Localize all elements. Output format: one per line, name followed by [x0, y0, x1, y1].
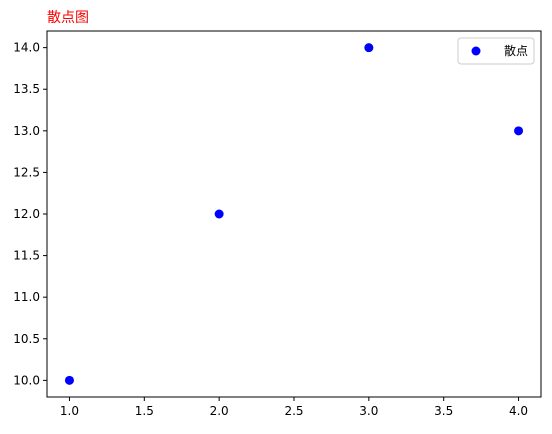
y-tick-label: 13.0 [13, 124, 40, 138]
scatter-point [514, 126, 524, 136]
x-axis: 1.0 1.5 2.0 2.5 3.0 3.5 4.0 [60, 397, 528, 418]
x-tick-label: 1.5 [135, 404, 154, 418]
y-tick-label: 10.5 [13, 332, 40, 346]
chart-title: 散点图 [47, 10, 89, 26]
x-tick-label: 4.0 [509, 404, 528, 418]
scatter-point [64, 375, 74, 385]
plot-frame [46, 30, 542, 398]
y-tick-label: 13.5 [13, 82, 40, 96]
x-tick-label: 3.0 [359, 404, 378, 418]
legend-label: 散点 [504, 43, 528, 58]
y-tick-label: 11.5 [13, 249, 40, 263]
y-tick-label: 14.0 [13, 41, 40, 55]
y-tick-label: 12.0 [13, 207, 40, 221]
legend-marker [471, 46, 481, 56]
x-tick-label: 1.0 [60, 404, 79, 418]
data-points [64, 43, 524, 385]
legend-box [457, 37, 535, 65]
y-axis: 10.0 10.5 11.0 11.5 12.0 12.5 13.0 13.5 14.0 [13, 41, 47, 387]
x-tick-label: 2.0 [210, 404, 229, 418]
scatter-point [214, 209, 224, 219]
y-tick-label: 12.5 [13, 165, 40, 179]
legend: 散点 [457, 37, 535, 65]
y-tick-label: 11.0 [13, 290, 40, 304]
scatter-point [364, 43, 374, 53]
x-tick-label: 2.5 [284, 404, 303, 418]
y-tick-label: 10.0 [13, 373, 40, 387]
x-tick-label: 3.5 [434, 404, 453, 418]
